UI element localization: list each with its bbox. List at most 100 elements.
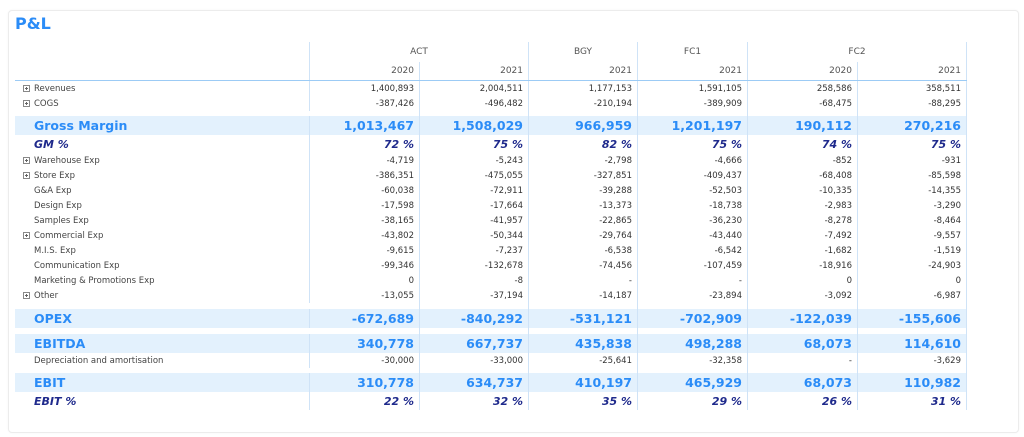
- value-cell: -88,295: [858, 96, 967, 111]
- year-header[interactable]: 2021: [529, 62, 638, 80]
- table-row: EBIT 310,778 634,737 410,197 465,929 68,073 11…: [15, 373, 967, 392]
- column-group-fc1[interactable]: FC1: [638, 42, 748, 62]
- value-cell: -24,903: [858, 258, 967, 273]
- value-cell: -72,911: [420, 183, 529, 198]
- value-cell: -852: [748, 153, 858, 168]
- value-cell: -840,292: [420, 309, 529, 328]
- year-header[interactable]: 2020: [310, 62, 420, 80]
- row-header: Design Exp: [15, 198, 310, 213]
- value-cell: 634,737: [420, 373, 529, 392]
- row-spacer: [15, 368, 967, 373]
- year-header[interactable]: 2020: [748, 62, 858, 80]
- value-cell: -386,351: [310, 168, 420, 183]
- value-cell: -33,000: [420, 353, 529, 368]
- row-spacer: [15, 328, 967, 334]
- table-row: Communication Exp -99,346 -132,678 -74,456-…: [15, 258, 967, 273]
- value-cell: 32 %: [420, 392, 529, 410]
- value-cell: -74,456: [529, 258, 638, 273]
- table-row: Other -13,055 -37,194 -14,187 -23,894 -3,092-…: [15, 288, 967, 303]
- row-label: Other: [34, 290, 59, 301]
- row-label: G&A Exp: [34, 185, 72, 196]
- value-cell: -107,459: [638, 258, 748, 273]
- row-label: Design Exp: [34, 200, 82, 211]
- row-label: EBIT: [34, 375, 66, 390]
- table-row: M.I.S. Exp -9,615 -7,237 -6,538 -6,542 -1,682…: [15, 243, 967, 258]
- row-label: Gross Margin: [34, 118, 128, 133]
- row-header[interactable]: Store Exp: [15, 168, 310, 183]
- row-label: OPEX: [34, 311, 72, 326]
- expand-plus-icon[interactable]: [23, 100, 30, 107]
- value-cell: -7,492: [748, 228, 858, 243]
- value-cell: 82 %: [529, 135, 638, 153]
- value-cell: -387,426: [310, 96, 420, 111]
- table-row: Gross Margin 1,013,467 1,508,029 966,959 1,2…: [15, 116, 967, 135]
- row-header[interactable]: Warehouse Exp: [15, 153, 310, 168]
- value-cell: -13,055: [310, 288, 420, 303]
- row-label: Samples Exp: [34, 215, 89, 226]
- table-row: Revenues 1,400,893 2,004,511 1,177,153 1,591…: [15, 81, 967, 96]
- value-cell: -17,598: [310, 198, 420, 213]
- value-cell: -3,092: [748, 288, 858, 303]
- row-label: Commercial Exp: [34, 230, 104, 241]
- row-header[interactable]: Commercial Exp: [15, 228, 310, 243]
- column-group-act[interactable]: ACT: [310, 42, 529, 62]
- year-header[interactable]: 2021: [420, 62, 529, 80]
- value-cell: -37,194: [420, 288, 529, 303]
- value-cell: -60,038: [310, 183, 420, 198]
- value-cell: 498,288: [638, 334, 748, 353]
- table-row: G&A Exp -60,038 -72,911 -39,288 -52,503 -10,3…: [15, 183, 967, 198]
- value-cell: 310,778: [310, 373, 420, 392]
- value-cell: -: [748, 353, 858, 368]
- value-cell: -9,557: [858, 228, 967, 243]
- value-cell: -39,288: [529, 183, 638, 198]
- year-header[interactable]: 2021: [858, 62, 967, 80]
- table-row: Commercial Exp -43,802 -50,344 -29,764 -43,4…: [15, 228, 967, 243]
- row-label: EBITDA: [34, 336, 86, 351]
- expand-plus-icon[interactable]: [23, 85, 30, 92]
- table-row: Design Exp -17,598 -17,664 -13,373 -18,738 -2…: [15, 198, 967, 213]
- expand-plus-icon[interactable]: [23, 157, 30, 164]
- value-cell: -68,475: [748, 96, 858, 111]
- row-header: GM %: [15, 135, 310, 153]
- value-cell: 410,197: [529, 373, 638, 392]
- value-cell: -85,598: [858, 168, 967, 183]
- row-label: GM %: [34, 137, 69, 151]
- year-header[interactable]: 2021: [638, 62, 748, 80]
- value-cell: -672,689: [310, 309, 420, 328]
- expand-plus-icon[interactable]: [23, 232, 30, 239]
- value-cell: 0: [310, 273, 420, 288]
- column-group-bgy[interactable]: BGY: [529, 42, 638, 62]
- corner-cell: [15, 62, 310, 80]
- value-cell: -210,194: [529, 96, 638, 111]
- row-header[interactable]: Revenues: [15, 81, 310, 96]
- table-row: Depreciation and amortisation -30,000 -33,…: [15, 353, 967, 368]
- table-row: Warehouse Exp -4,719 -5,243 -2,798 -4,666 -85…: [15, 153, 967, 168]
- value-cell: -17,664: [420, 198, 529, 213]
- value-cell: -931: [858, 153, 967, 168]
- row-label: Revenues: [34, 83, 76, 94]
- column-group-fc2[interactable]: FC2: [748, 42, 967, 62]
- row-header[interactable]: Other: [15, 288, 310, 303]
- row-header: EBIT %: [15, 392, 310, 410]
- row-spacer: [15, 303, 967, 309]
- value-cell: -: [529, 273, 638, 288]
- row-header[interactable]: COGS: [15, 96, 310, 111]
- value-cell: -14,355: [858, 183, 967, 198]
- value-cell: -36,230: [638, 213, 748, 228]
- value-cell: 0: [748, 273, 858, 288]
- table-row: Store Exp -386,351 -475,055 -327,851 -409,43…: [15, 168, 967, 183]
- value-cell: -: [638, 273, 748, 288]
- value-cell: -1,519: [858, 243, 967, 258]
- value-cell: -6,538: [529, 243, 638, 258]
- value-cell: -1,682: [748, 243, 858, 258]
- value-cell: 1,400,893: [310, 81, 420, 96]
- column-group-header-row: ACT BGY FC1 FC2: [15, 42, 967, 62]
- row-label: COGS: [34, 98, 59, 109]
- expand-plus-icon[interactable]: [23, 172, 30, 179]
- value-cell: 75 %: [638, 135, 748, 153]
- value-cell: 2,004,511: [420, 81, 529, 96]
- value-cell: -5,243: [420, 153, 529, 168]
- expand-plus-icon[interactable]: [23, 292, 30, 299]
- table-row: EBIT % 22 % 32 % 35 % 29 % 26 % 31 %: [15, 392, 967, 410]
- value-cell: -7,237: [420, 243, 529, 258]
